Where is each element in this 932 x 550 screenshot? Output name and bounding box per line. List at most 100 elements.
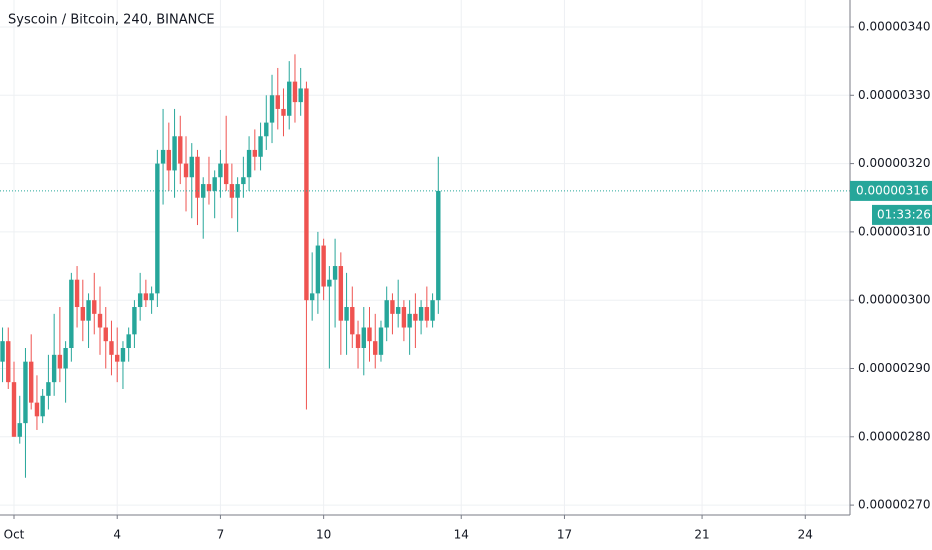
countdown-label: 01:33:26: [877, 207, 931, 221]
candle-body: [120, 348, 126, 362]
x-tick-label: Oct: [4, 528, 25, 542]
grid: [0, 0, 850, 515]
candle-body: [206, 184, 212, 191]
candle-body: [315, 245, 321, 294]
y-tick-label: 0.00000280: [858, 429, 931, 443]
candle-body: [223, 163, 229, 185]
x-tick-label: 24: [798, 528, 813, 542]
candle-body: [344, 307, 349, 321]
candle-body: [34, 402, 40, 417]
candle-body: [11, 382, 17, 437]
candles: [0, 54, 850, 478]
candle-body: [74, 279, 80, 308]
x-tick-label: 7: [217, 528, 225, 542]
x-tick-label: 10: [316, 528, 331, 542]
last-price-label: 0.00000316: [856, 183, 929, 197]
y-tick-label: 0.00000330: [858, 88, 931, 102]
candle-body: [109, 341, 114, 355]
candle-body: [178, 136, 183, 164]
candle-body: [57, 354, 63, 369]
candle-body: [183, 163, 189, 178]
x-tick-label: 14: [454, 528, 469, 542]
candle-body: [86, 300, 91, 321]
candle-body: [390, 300, 395, 314]
y-tick-label: 0.00000310: [858, 224, 931, 238]
candle-body: [201, 184, 206, 198]
candle-body: [218, 163, 223, 178]
candle-body: [292, 81, 298, 103]
x-tick-label: 21: [694, 528, 709, 542]
countdown-box: [872, 204, 932, 225]
candle-body: [367, 327, 372, 342]
candle-body: [195, 156, 200, 198]
chart-title: Syscoin / Bitcoin, 240, BINANCE: [8, 13, 215, 28]
candle-body: [46, 382, 51, 396]
candle-body: [338, 266, 344, 321]
candle-body: [155, 163, 160, 294]
candle-body: [401, 307, 407, 328]
candle-body: [6, 341, 11, 383]
candle-body: [63, 348, 68, 369]
y-tick-label: 0.00000340: [858, 19, 931, 33]
candle-body: [332, 266, 338, 280]
candle-body: [378, 327, 384, 355]
candle-body: [115, 354, 120, 362]
candle-body: [40, 395, 45, 417]
candle-body: [51, 354, 57, 383]
candle-body: [275, 95, 280, 109]
candle-body: [80, 307, 86, 321]
candle-body: [258, 136, 263, 157]
candle-body: [287, 81, 292, 116]
candle-body: [309, 293, 315, 301]
candle-body: [246, 149, 252, 178]
candle-body: [189, 156, 194, 178]
axes: 0.00000270 0.00000280 0.00000290 0.00000300…: [4, 19, 932, 542]
candle-body: [241, 177, 246, 185]
candle-body: [0, 341, 5, 362]
candle-body: [436, 190, 441, 301]
candle-body: [17, 423, 22, 437]
candle-body: [23, 361, 28, 424]
candle-body: [281, 108, 286, 116]
x-tick-label: 17: [557, 528, 572, 542]
candle-body: [418, 307, 424, 321]
candle-body: [424, 307, 430, 321]
last-price-box: [850, 180, 932, 201]
candle-body: [143, 293, 149, 301]
candle-body: [269, 95, 275, 123]
candle-body: [132, 307, 137, 335]
candle-body: [361, 327, 366, 349]
candle-body: [126, 334, 131, 349]
candle-body: [149, 293, 154, 301]
candle-body: [298, 88, 303, 103]
candle-body: [252, 149, 258, 157]
candle-body: [384, 300, 389, 328]
candle-body: [160, 149, 166, 164]
candle-body: [137, 293, 143, 308]
candle-body: [97, 313, 103, 328]
candle-body: [172, 136, 177, 171]
y-tick-label: 0.00000290: [858, 361, 931, 375]
candle-body: [407, 313, 412, 328]
candle-body: [355, 334, 361, 349]
y-tick-label: 0.00000300: [858, 293, 931, 307]
candle-body: [166, 149, 172, 171]
candle-body: [69, 279, 74, 349]
x-tick-label: 4: [113, 528, 121, 542]
candle-body: [350, 307, 355, 335]
candle-body: [212, 177, 217, 191]
y-tick-label: 0.00000270: [858, 498, 931, 512]
candle-body: [413, 313, 418, 321]
candle-body: [373, 341, 378, 355]
candle-body: [264, 122, 269, 137]
y-tick-label: 0.00000320: [858, 156, 931, 170]
candle-body: [327, 279, 332, 287]
candle-body: [304, 88, 309, 301]
candle-body: [430, 300, 435, 321]
candle-body: [395, 307, 401, 314]
candle-body: [29, 361, 34, 403]
candle-body: [92, 300, 97, 314]
candle-body: [321, 245, 326, 287]
candle-body: [103, 327, 108, 342]
